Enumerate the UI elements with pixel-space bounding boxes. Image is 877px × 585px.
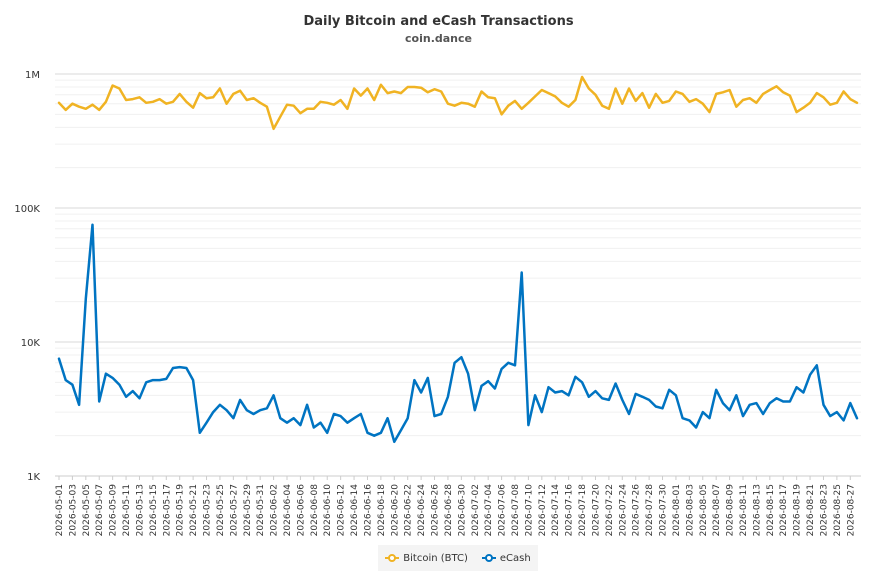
x-tick-label: 2026-06-12: [337, 484, 347, 536]
x-tick-label: 2026-05-17: [162, 484, 172, 536]
btc-line-icon: [385, 554, 400, 562]
x-tick-label: 2026-05-21: [189, 484, 199, 536]
legend-item-btc[interactable]: Bitcoin (BTC): [385, 553, 468, 564]
x-tick-label: 2026-08-11: [739, 484, 749, 536]
x-tick-label: 2026-08-01: [672, 484, 682, 536]
x-tick-label: 2026-07-18: [578, 484, 588, 537]
series-lines: [57, 75, 859, 444]
x-tick-label: 2026-07-02: [471, 484, 481, 536]
x-tick-label: 2026-08-07: [712, 484, 722, 536]
x-tick-label: 2026-07-26: [632, 484, 642, 537]
y-tick-label: 10K: [21, 338, 41, 349]
x-tick-label: 2026-05-15: [149, 484, 159, 536]
x-tick-label: 2026-05-09: [109, 484, 119, 537]
x-tick-label: 2026-05-03: [68, 484, 78, 536]
x-tick-label: 2026-07-12: [538, 484, 548, 536]
chart-title: Daily Bitcoin and eCash Transactions: [303, 14, 574, 29]
x-tick-label: 2026-08-15: [766, 484, 776, 536]
x-tick-label: 2026-06-10: [323, 484, 333, 537]
x-tick-label: 2026-05-31: [256, 484, 266, 536]
y-tick-label: 100K: [14, 204, 40, 215]
x-tick-label: 2026-05-11: [122, 484, 132, 536]
x-tick-label: 2026-06-30: [457, 484, 467, 537]
x-tick-label: 2026-07-30: [659, 484, 669, 537]
legend-label-ecash: eCash: [499, 552, 531, 564]
x-tick-label: 2026-07-22: [605, 484, 615, 536]
y-tick-label: 1K: [27, 472, 40, 483]
legend: Bitcoin (BTC) eCash: [378, 545, 538, 571]
x-tick-label: 2026-07-06: [498, 484, 508, 537]
legend-item-ecash[interactable]: eCash: [481, 552, 531, 564]
x-tick-label: 2026-08-23: [819, 484, 829, 536]
x-tick-label: 2026-06-20: [390, 484, 400, 537]
chart-subtitle: coin.dance: [405, 32, 472, 45]
x-tick-label: 2026-08-17: [779, 484, 789, 536]
x-tick-label: 2026-06-02: [270, 484, 280, 536]
x-tick-label: 2026-05-07: [95, 484, 105, 536]
x-tick-label: 2026-06-04: [283, 484, 293, 537]
x-tick-label: 2026-06-08: [310, 484, 320, 537]
x-tick-label: 2026-05-27: [229, 484, 239, 536]
x-tick-label: 2026-07-10: [524, 484, 534, 537]
x-tick-label: 2026-08-03: [685, 484, 695, 536]
x-tick-label: 2026-08-13: [752, 484, 762, 536]
x-tick-label: 2026-08-27: [846, 484, 856, 536]
x-tick-label: 2026-05-29: [243, 484, 253, 537]
x-tick-label: 2026-07-08: [511, 484, 521, 537]
ecash-line-icon: [481, 554, 496, 562]
x-tick-label: 2026-05-23: [203, 484, 213, 536]
y-tick-label: 1M: [25, 70, 40, 81]
x-tick-label: 2026-05-01: [55, 484, 65, 536]
x-tick-label: 2026-06-14: [350, 484, 360, 537]
x-tick-label: 2026-05-25: [216, 484, 226, 536]
x-tick-label: 2026-06-26: [431, 484, 441, 537]
grid-lines: [55, 73, 861, 477]
x-tick-label: 2026-08-25: [833, 484, 843, 536]
x-tick-label: 2026-07-24: [618, 484, 628, 537]
x-tick-label: 2026-05-19: [176, 484, 186, 537]
x-tick-label: 2026-07-16: [565, 484, 575, 537]
axes: 1K 10K 100K 1M 2026-05-01 2026-05-03 2026-05-0…: [14, 70, 861, 536]
x-tick-label: 2026-06-28: [444, 484, 454, 537]
x-tick-label: 2026-07-04: [484, 484, 494, 537]
x-tick-label: 2026-06-24: [417, 484, 427, 537]
x-tick-label: 2026-05-13: [135, 484, 145, 536]
x-tick-label: 2026-06-22: [404, 484, 414, 536]
x-tick-label: 2026-07-14: [551, 484, 561, 537]
x-tick-label: 2026-06-16: [363, 484, 373, 537]
x-tick-label: 2026-06-06: [296, 484, 306, 537]
x-tick-label: 2026-07-28: [645, 484, 655, 537]
btc-series-line[interactable]: [57, 75, 859, 131]
x-tick-label: 2026-05-05: [82, 484, 92, 536]
legend-label-btc: Bitcoin (BTC): [403, 552, 468, 564]
x-tick-label: 2026-08-05: [699, 484, 709, 536]
x-tick-label: 2026-07-20: [591, 484, 601, 537]
ecash-series-line[interactable]: [57, 223, 859, 444]
x-tick-label: 2026-06-18: [377, 484, 387, 537]
x-tick-label: 2026-08-09: [726, 484, 736, 537]
x-tick-label: 2026-08-21: [806, 484, 816, 536]
x-tick-label: 2026-08-19: [793, 484, 803, 537]
